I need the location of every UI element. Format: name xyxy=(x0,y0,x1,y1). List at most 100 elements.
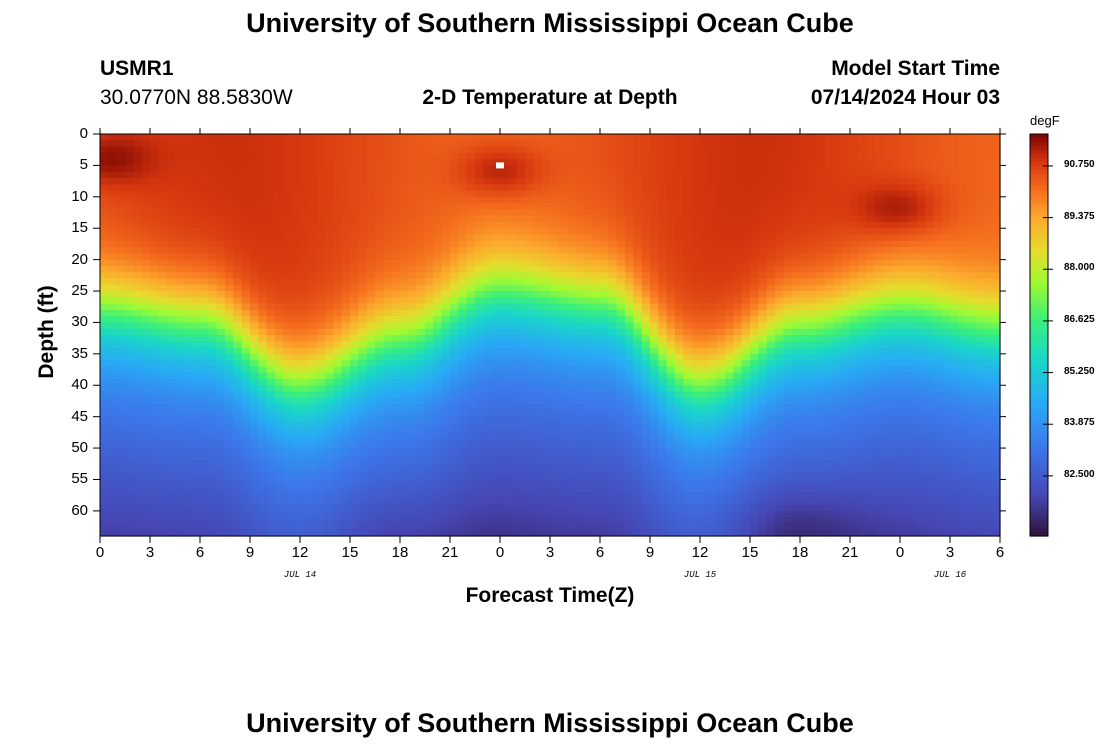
heat-cell xyxy=(391,203,401,210)
heat-cell xyxy=(366,291,376,298)
heat-cell xyxy=(550,140,559,148)
heat-cell xyxy=(408,134,418,141)
heat-cell xyxy=(108,416,118,424)
heat-cell xyxy=(283,215,293,223)
heat-cell xyxy=(433,234,443,242)
heat-cell xyxy=(525,378,534,386)
heat-cell xyxy=(475,454,484,462)
heat-cell xyxy=(108,234,118,242)
heat-cell xyxy=(466,165,476,173)
heat-cell xyxy=(658,240,668,248)
heat-cell xyxy=(658,404,668,411)
heat-cell xyxy=(625,184,634,192)
heat-cell xyxy=(258,134,268,141)
heat-cell xyxy=(608,146,618,154)
heat-cell xyxy=(708,397,718,405)
heat-cell xyxy=(675,517,684,525)
heat-cell xyxy=(433,479,443,487)
heat-cell xyxy=(483,385,493,393)
heat-cell xyxy=(175,253,184,261)
heat-cell xyxy=(108,278,118,286)
heat-cell xyxy=(283,303,293,311)
heat-cell xyxy=(341,473,351,481)
heat-cell xyxy=(516,341,526,349)
heat-cell xyxy=(141,385,151,393)
heat-cell xyxy=(150,234,159,242)
heat-cell xyxy=(358,422,368,430)
heat-cell xyxy=(350,265,359,273)
heat-cell xyxy=(533,253,543,261)
heat-cell xyxy=(250,228,259,236)
heat-cell xyxy=(216,353,226,361)
heat-cell xyxy=(650,422,659,430)
heat-cell xyxy=(108,165,118,173)
heat-cell xyxy=(333,215,343,223)
heat-cell xyxy=(658,297,668,305)
heat-cell xyxy=(366,391,376,399)
heat-cell xyxy=(716,278,726,286)
heat-cell xyxy=(375,234,384,242)
heat-cell xyxy=(191,134,201,141)
heat-cell xyxy=(516,316,526,324)
heat-cell xyxy=(158,466,168,474)
heat-cell xyxy=(725,309,734,317)
heat-cell xyxy=(516,146,526,154)
heat-cell xyxy=(466,234,476,242)
heat-cell xyxy=(150,366,159,374)
heat-cell xyxy=(508,328,518,336)
heat-cell xyxy=(358,397,368,405)
heat-cell xyxy=(666,454,676,462)
heat-cell xyxy=(666,309,676,317)
heat-cell xyxy=(216,272,226,280)
heat-cell xyxy=(141,284,151,292)
heat-cell xyxy=(275,353,284,361)
heat-cell xyxy=(716,253,726,261)
heat-cell xyxy=(716,523,726,531)
heat-cell xyxy=(466,140,476,148)
heat-cell xyxy=(608,397,618,405)
heat-cell xyxy=(616,196,626,204)
heat-cell xyxy=(125,291,134,298)
heat-cell xyxy=(725,529,734,537)
heat-cell xyxy=(241,140,251,148)
heat-cell xyxy=(516,297,526,305)
heat-cell xyxy=(675,291,684,298)
heat-cell xyxy=(608,422,618,430)
heat-cell xyxy=(566,485,576,493)
heat-cell xyxy=(216,429,226,437)
heat-cell xyxy=(666,284,676,292)
heat-cell xyxy=(225,422,234,430)
heat-cell xyxy=(233,529,243,537)
heat-cell xyxy=(666,353,676,361)
heat-cell xyxy=(241,378,251,386)
heat-cell xyxy=(550,215,559,223)
heat-cell xyxy=(741,448,751,455)
heat-cell xyxy=(225,335,234,342)
heat-cell xyxy=(641,309,651,317)
heat-cell xyxy=(441,360,451,368)
heat-cell xyxy=(425,416,434,424)
heat-cell xyxy=(266,146,276,154)
heat-cell xyxy=(125,297,134,305)
heat-cell xyxy=(516,253,526,261)
heat-cell xyxy=(725,253,734,261)
heat-cell xyxy=(533,228,543,236)
heat-cell xyxy=(400,517,409,525)
heat-cell xyxy=(125,429,134,437)
heat-cell xyxy=(233,466,243,474)
heat-cell xyxy=(266,441,276,449)
heat-cell xyxy=(541,316,551,324)
heat-cell xyxy=(716,429,726,437)
heat-cell xyxy=(383,410,393,418)
heat-cell xyxy=(675,479,684,487)
heat-cell xyxy=(641,410,651,418)
heat-cell xyxy=(558,253,568,261)
heat-cell xyxy=(383,473,393,481)
heat-cell xyxy=(375,303,384,311)
heat-cell xyxy=(541,228,551,236)
heat-cell xyxy=(325,165,334,173)
heat-cell xyxy=(608,353,618,361)
heat-cell xyxy=(708,404,718,411)
heat-cell xyxy=(375,228,384,236)
heat-cell xyxy=(566,297,576,305)
